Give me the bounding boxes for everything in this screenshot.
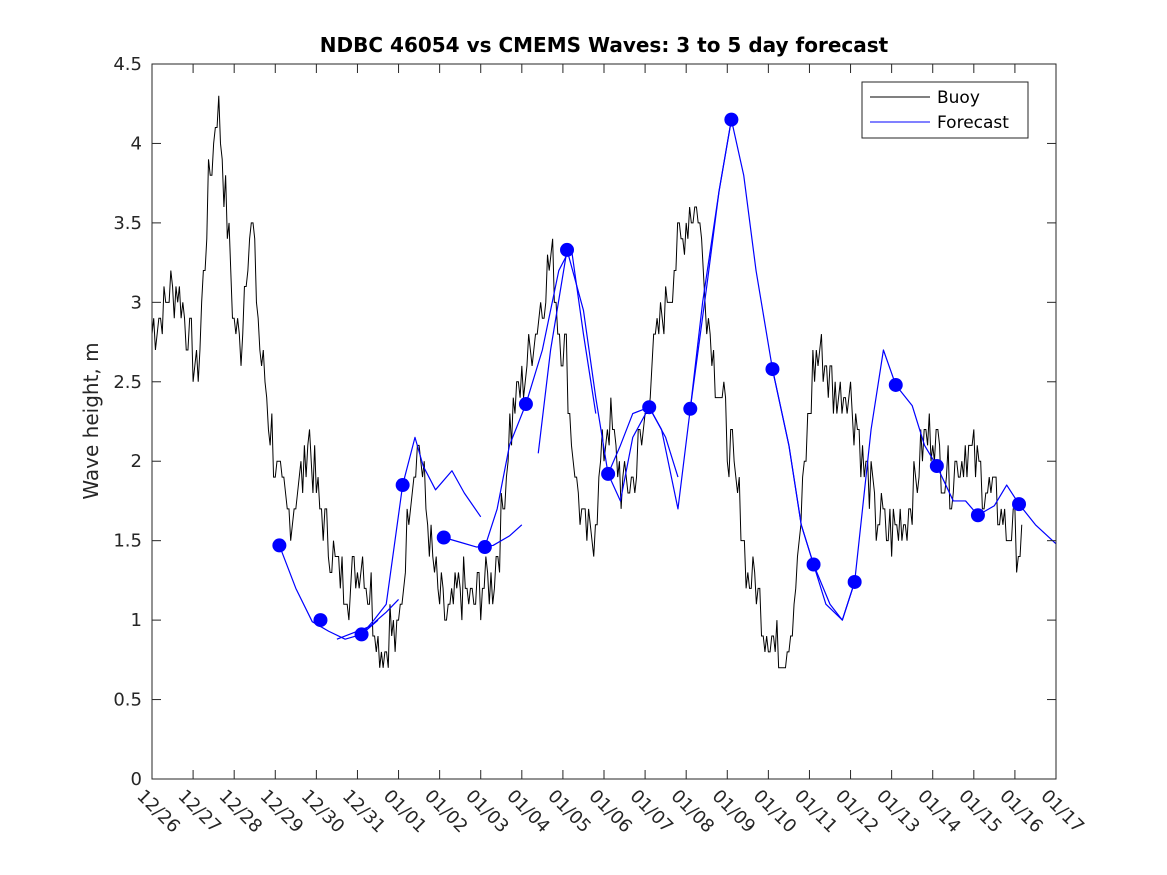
y-tick-label: 4.5 (113, 54, 142, 75)
forecast-point (1012, 497, 1027, 512)
y-tick-label: 3 (131, 292, 142, 313)
legend-buoy-label: Buoy (937, 88, 980, 108)
forecast-point (888, 377, 903, 392)
forecast-line (771, 349, 1056, 621)
buoy-line (152, 95, 1023, 669)
y-tick-label: 1 (131, 610, 142, 631)
y-tick-label: 4 (131, 133, 142, 154)
y-tick-label: 2.5 (113, 372, 142, 393)
buoy-layer (152, 95, 1023, 669)
ticks-layer (151, 63, 1057, 780)
forecast-point (642, 400, 657, 415)
y-axis-label: Wave height, m (79, 342, 103, 499)
y-tick-label: 0.5 (113, 690, 142, 711)
forecast-line (607, 119, 732, 510)
marker-layer (272, 112, 1027, 642)
forecast-point (272, 538, 287, 553)
forecast-point (477, 540, 492, 555)
legend: Buoy Forecast (861, 81, 1029, 139)
forecast-point (518, 397, 533, 412)
forecast-point (313, 613, 328, 628)
forecast-point (806, 557, 821, 572)
forecast-line (336, 599, 399, 640)
forecast-layer (278, 119, 1056, 640)
chart-title: NDBC 46054 vs CMEMS Waves: 3 to 5 day fo… (320, 33, 889, 57)
y-tick-label: 1.5 (113, 531, 142, 552)
forecast-point (395, 478, 410, 493)
forecast-point (560, 242, 575, 257)
forecast-point (970, 508, 985, 523)
y-tick-labels: 0 0.5 1 1.5 2 2.5 3 3.5 4 4.5 (113, 54, 142, 790)
axes-background (152, 64, 1056, 779)
forecast-point (683, 401, 698, 416)
forecast-point (929, 458, 944, 473)
legend-box (861, 81, 1029, 139)
forecast-point (436, 530, 451, 545)
forecast-point (724, 112, 739, 127)
y-tick-label: 2 (131, 451, 142, 472)
forecast-point (847, 574, 862, 589)
forecast-point (765, 362, 780, 377)
y-tick-label: 3.5 (113, 213, 142, 234)
plot-area (151, 63, 1057, 780)
forecast-line (361, 436, 482, 635)
y-tick-label: 0 (131, 769, 142, 790)
forecast-point (354, 627, 369, 642)
forecast-point (601, 466, 616, 481)
legend-forecast-label: Forecast (937, 113, 1009, 133)
forecast-line (484, 246, 597, 548)
